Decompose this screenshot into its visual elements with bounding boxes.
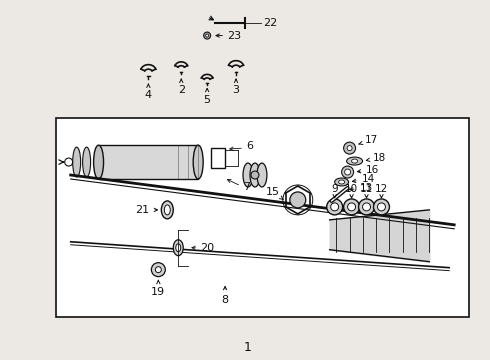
Text: 10: 10 [345,184,358,198]
Ellipse shape [164,205,171,215]
Bar [211,148,225,168]
Ellipse shape [73,147,81,177]
Circle shape [343,199,360,215]
Text: 11: 11 [360,184,373,198]
Circle shape [331,203,339,211]
Ellipse shape [352,159,358,163]
Text: 22: 22 [263,18,277,28]
Circle shape [347,146,352,150]
Ellipse shape [257,163,267,187]
Text: 17: 17 [359,135,378,145]
Circle shape [373,199,390,215]
Ellipse shape [250,163,260,187]
Text: 12: 12 [375,184,388,198]
Ellipse shape [161,201,173,219]
Text: 5: 5 [204,89,211,105]
Text: 2: 2 [178,79,185,95]
Circle shape [347,203,356,211]
Circle shape [290,192,306,208]
Circle shape [342,166,354,178]
Ellipse shape [346,157,363,165]
Text: 21: 21 [135,205,157,215]
Text: 3: 3 [233,79,240,95]
Ellipse shape [335,178,348,186]
Text: 20: 20 [200,243,214,253]
Circle shape [155,267,161,273]
Text: 4: 4 [145,84,152,100]
Ellipse shape [339,180,344,184]
Text: 18: 18 [367,153,386,163]
Text: 13: 13 [349,183,373,193]
Circle shape [327,199,343,215]
Circle shape [359,199,374,215]
Text: 15: 15 [266,187,283,199]
Circle shape [204,32,211,39]
Circle shape [206,34,209,37]
Text: 7: 7 [243,182,250,192]
Text: 14: 14 [352,174,375,184]
Circle shape [363,203,370,211]
Text: 6: 6 [246,141,253,151]
Ellipse shape [243,163,253,187]
Text: 16: 16 [357,165,379,175]
Circle shape [377,203,386,211]
Circle shape [151,263,165,276]
Bar [98,145,198,179]
Ellipse shape [193,145,203,179]
Ellipse shape [83,147,91,177]
Ellipse shape [176,244,181,252]
Text: 23: 23 [227,31,241,41]
Circle shape [65,158,73,166]
Text: 1: 1 [244,341,252,354]
Text: 19: 19 [151,280,166,297]
Circle shape [344,169,350,175]
Ellipse shape [94,145,103,179]
Circle shape [251,171,259,179]
Text: 8: 8 [221,287,229,305]
Ellipse shape [173,240,183,256]
Circle shape [343,142,356,154]
Bar [56,118,469,318]
Text: 9: 9 [331,184,338,198]
